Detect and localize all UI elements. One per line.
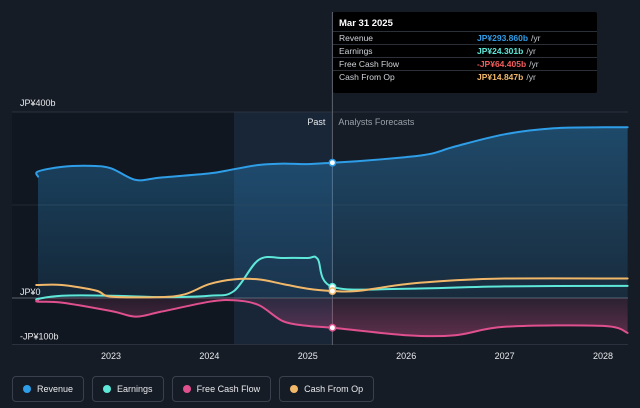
x-tick-label: 2025 xyxy=(298,351,318,361)
tooltip-value: JP¥24.301b/yr xyxy=(477,46,536,56)
legend-item-revenue[interactable]: Revenue xyxy=(12,376,85,402)
y-tick-label: JP¥0 xyxy=(20,287,41,297)
past-label: Past xyxy=(307,117,326,127)
series-line-earnings xyxy=(35,255,629,302)
revenue-dot-icon xyxy=(23,385,31,393)
earnings-dot-icon xyxy=(103,385,112,393)
legend-label: Free Cash Flow xyxy=(196,384,261,394)
x-tick-label: 2028 xyxy=(593,351,613,361)
legend-item-free-cash-flow[interactable]: Free Cash Flow xyxy=(171,376,272,402)
forecast-label: Analysts Forecasts xyxy=(338,117,415,127)
legend-item-cash-from-op[interactable]: Cash From Op xyxy=(279,376,375,402)
x-tick-label: 2023 xyxy=(101,351,121,361)
tooltip-value-text: JP¥24.301b xyxy=(477,46,524,56)
tooltip-value-text: JP¥14.847b xyxy=(477,72,524,82)
tooltip-value: JP¥14.847b/yr xyxy=(477,72,536,82)
tooltip-value-text: -JP¥64.405b xyxy=(477,59,527,69)
tooltip-row-earnings: Earnings JP¥24.301b/yr xyxy=(333,44,597,58)
tooltip-unit: /yr xyxy=(531,33,541,43)
x-tick-label: 2026 xyxy=(396,351,416,361)
series-area-free-cash-flow xyxy=(36,298,628,337)
tooltip-label: Free Cash Flow xyxy=(339,59,399,69)
y-tick-label: JP¥400b xyxy=(20,98,56,108)
tooltip-date: Mar 31 2025 xyxy=(339,18,393,29)
tooltip-value: -JP¥64.405b/yr xyxy=(477,59,539,69)
legend-item-earnings[interactable]: Earnings xyxy=(92,376,164,402)
tooltip-label: Earnings xyxy=(339,46,373,56)
tooltip-label: Revenue xyxy=(339,33,374,43)
legend-label: Cash From Op xyxy=(304,384,364,394)
series-area-revenue xyxy=(36,127,628,298)
tooltip-row-cfo: Cash From Op JP¥14.847b/yr xyxy=(333,70,597,84)
legend-label: Revenue xyxy=(37,384,74,394)
series-line-cash-from-op xyxy=(35,277,629,299)
y-tick-label: -JP¥100b xyxy=(20,332,59,342)
marker-cash-from-op xyxy=(328,287,337,295)
tooltip-unit: /yr xyxy=(526,46,536,56)
series-line-revenue xyxy=(35,126,629,182)
marker-free-cash-flow xyxy=(328,323,337,332)
legend-label: Earnings xyxy=(117,384,153,394)
x-tick-label: 2024 xyxy=(199,351,219,361)
tooltip: Mar 31 2025 Revenue JP¥293.860b/yr Earni… xyxy=(333,12,597,93)
marker-revenue xyxy=(328,158,337,167)
tooltip-row-fcf: Free Cash Flow -JP¥64.405b/yr xyxy=(333,57,597,71)
fcf-dot-icon xyxy=(182,385,191,393)
tooltip-value: JP¥293.860b/yr xyxy=(477,33,541,43)
tooltip-label: Cash From Op xyxy=(339,72,395,82)
tooltip-row-revenue: Revenue JP¥293.860b/yr xyxy=(333,31,597,45)
x-tick-label: 2027 xyxy=(495,351,515,361)
legend: Revenue Earnings Free Cash Flow Cash Fro… xyxy=(12,376,375,402)
cfo-dot-icon xyxy=(290,385,299,393)
tooltip-unit: /yr xyxy=(526,72,536,82)
tooltip-unit: /yr xyxy=(529,59,539,69)
series-line-free-cash-flow xyxy=(35,299,629,338)
tooltip-value-text: JP¥293.860b xyxy=(477,33,529,43)
